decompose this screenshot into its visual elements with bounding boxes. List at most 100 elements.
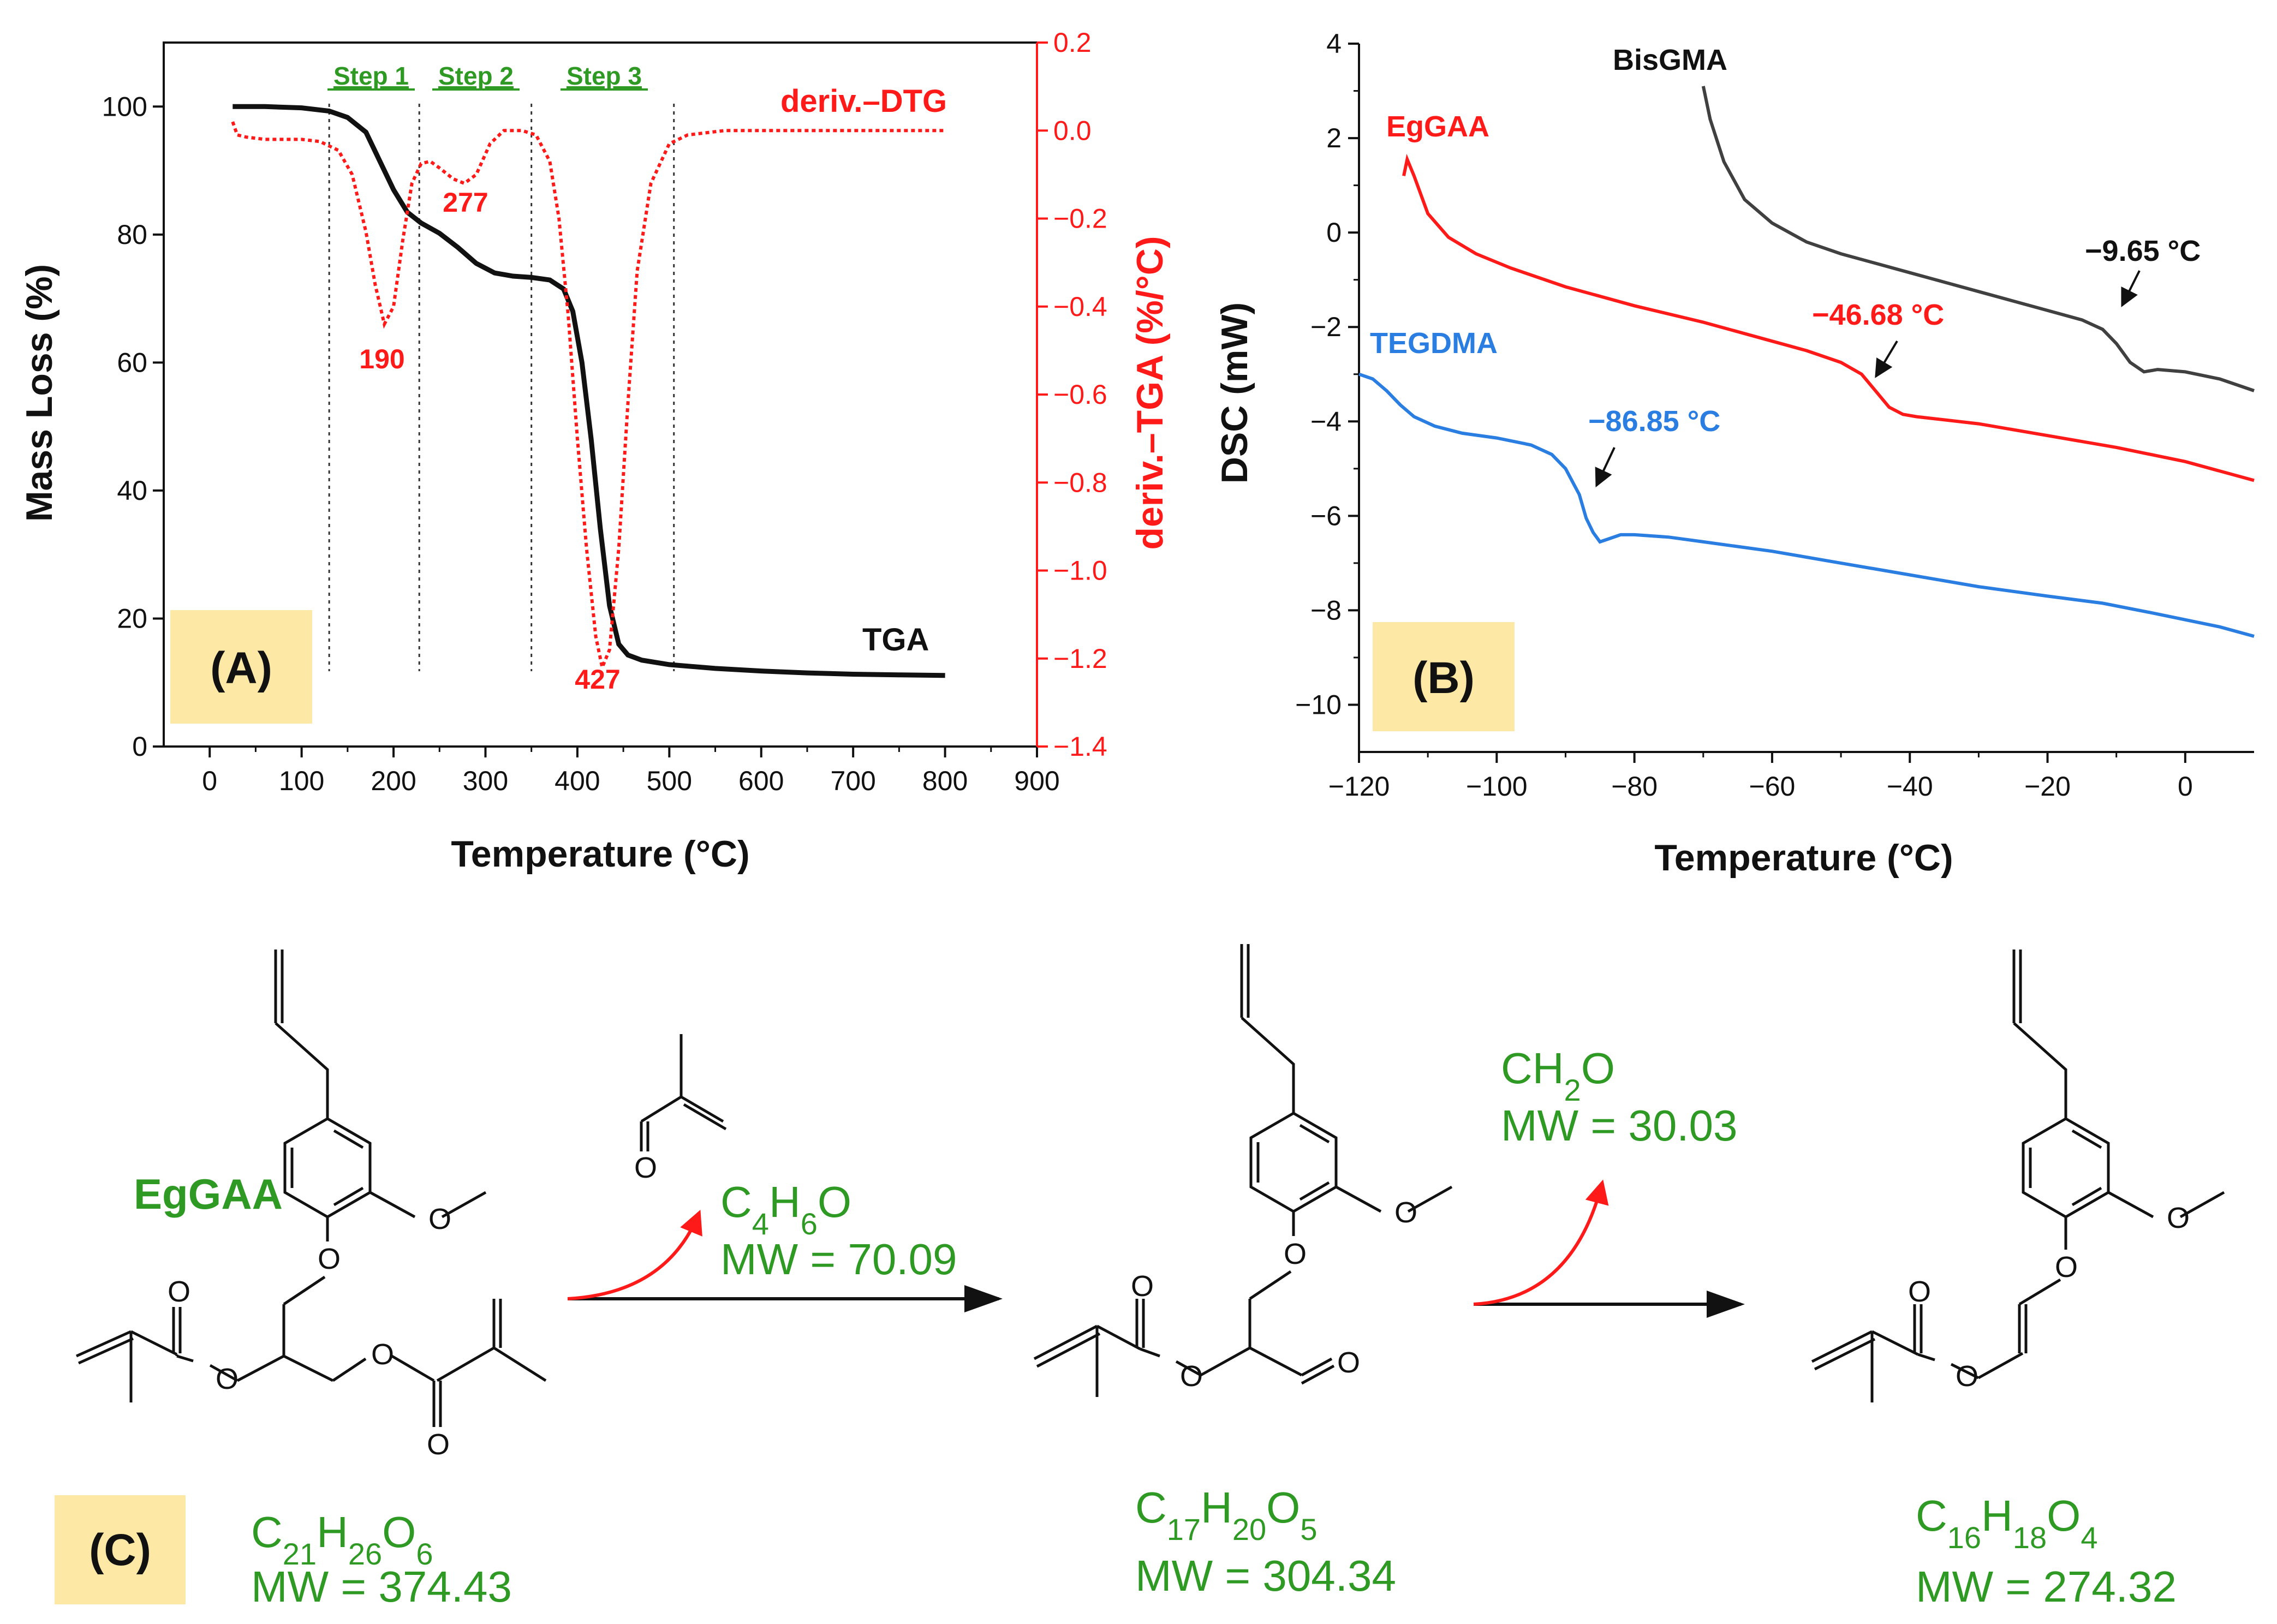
- intermediate-aldehyde-o: O: [1337, 1346, 1360, 1379]
- x-tick-label: −100: [1466, 771, 1528, 802]
- formula-element: C: [1135, 1483, 1167, 1532]
- bisgma-tg-arrow: [2121, 270, 2141, 308]
- product-formula: C16H18O4: [1916, 1491, 2098, 1555]
- formula-subscript: 18: [2013, 1520, 2047, 1555]
- y-tick-label: −2: [1310, 312, 1342, 342]
- formula-element: H: [1981, 1491, 2013, 1540]
- loss-2-mw: MW = 30.03: [1501, 1101, 1738, 1150]
- product-ether-o: O: [2055, 1251, 2078, 1283]
- product-carbonyl-o: O: [1908, 1275, 1931, 1308]
- x-tick-label: 400: [555, 766, 600, 796]
- dtg-series-label: deriv.–DTG: [780, 83, 947, 119]
- peak-label-190: 190: [359, 344, 404, 374]
- y2-tick-label: 0.2: [1053, 27, 1092, 58]
- peak-label-277: 277: [443, 187, 488, 218]
- x-tick-label: −60: [1749, 771, 1796, 802]
- eggaa-ether-o: O: [318, 1243, 341, 1275]
- intermediate-carbonyl-o: O: [1131, 1270, 1154, 1303]
- y-tick-label: −4: [1310, 406, 1342, 437]
- formula-element: O: [1266, 1483, 1300, 1532]
- formula-element: H: [317, 1508, 348, 1556]
- y2-tick-label: −0.4: [1053, 291, 1107, 322]
- formula-subscript: 2: [1564, 1073, 1581, 1107]
- y2-tick-label: −1.0: [1053, 556, 1107, 586]
- step-lines: [328, 104, 675, 671]
- tegdma-tg-label: −86.85 °C: [1588, 405, 1720, 438]
- x-tick-label: 100: [279, 766, 324, 796]
- product-ester-o: O: [1956, 1360, 1978, 1393]
- formula-element: C: [720, 1178, 752, 1226]
- eggaa-compound-name: EgGAA: [134, 1170, 283, 1218]
- tegdma-series-line: [1358, 372, 2255, 638]
- y-tick-label: −10: [1295, 689, 1342, 720]
- bisgma-label: BisGMA: [1613, 44, 1727, 76]
- x-tick-label: 0: [2178, 771, 2193, 802]
- start-formula: C21H26O6: [251, 1508, 433, 1571]
- eggaa-methoxy-o: O: [428, 1203, 451, 1235]
- x-tick-label: 300: [463, 766, 508, 796]
- formula-element: H: [769, 1178, 801, 1226]
- step-2-label: Step 2: [438, 62, 514, 90]
- y-tick-label: 60: [117, 347, 147, 378]
- y-tick-label: 0: [1326, 217, 1342, 248]
- bisgma-series-line: [1701, 86, 2255, 392]
- formula-element: C: [1916, 1491, 1947, 1540]
- product-structure: [1811, 950, 2225, 1402]
- x-tick-label: −120: [1328, 771, 1390, 802]
- eggaa-tg-label: −46.68 °C: [1812, 298, 1944, 331]
- peak-label-427: 427: [575, 664, 620, 695]
- panel-c-label-box: [55, 1495, 186, 1604]
- step-3-label: Step 3: [567, 62, 642, 90]
- formula-subscript: 6: [416, 1537, 433, 1571]
- intermediate-ester-o: O: [1180, 1360, 1203, 1393]
- y-tick-label: −6: [1310, 500, 1342, 531]
- formula-subscript: 20: [1232, 1512, 1266, 1547]
- panel-c: O O O O O O EgGAA (C) C21H26O6 MW = 374.…: [55, 944, 2225, 1611]
- panel-c-label: (C): [89, 1525, 151, 1575]
- x-tick-label: −20: [2024, 771, 2071, 802]
- panel-a-y-axis-title: Mass Loss (%): [19, 264, 60, 522]
- loss-1-mw: MW = 70.09: [720, 1235, 957, 1283]
- methacrolein-structure: [640, 1034, 727, 1151]
- x-tick-label: 800: [922, 766, 968, 796]
- bisgma-tg-label: −9.65 °C: [2085, 235, 2201, 267]
- methacrolein-o: O: [634, 1151, 657, 1184]
- formula-element: O: [818, 1178, 851, 1226]
- y-tick-label: 4: [1326, 28, 1342, 59]
- intermediate-formula: C17H20O5: [1135, 1483, 1318, 1547]
- y2-tick-label: 0.0: [1053, 115, 1092, 146]
- y-tick-label: −8: [1310, 595, 1342, 625]
- x-tick-label: 900: [1014, 766, 1059, 796]
- panel-a-y2-axis-title: deriv.–TGA (%/°C): [1129, 236, 1171, 550]
- formula-element: H: [1201, 1483, 1232, 1532]
- formula-element: O: [2047, 1491, 2081, 1540]
- eggaa-structure: [75, 950, 547, 1427]
- tga-series-line: [233, 104, 945, 678]
- tegdma-label: TEGDMA: [1370, 327, 1498, 360]
- y-tick-label: 80: [117, 219, 147, 250]
- y2-tick-label: −0.8: [1053, 467, 1107, 498]
- formula-element: C: [251, 1508, 283, 1556]
- y2-tick-label: −1.4: [1053, 731, 1107, 762]
- tga-series-label: TGA: [862, 622, 929, 658]
- formula-subscript: 21: [283, 1537, 317, 1571]
- step-1-label: Step 1: [333, 62, 409, 90]
- loss-1-formula: C4H6O: [720, 1178, 851, 1241]
- x-tick-label: 600: [738, 766, 784, 796]
- loss-arrow-1: [567, 1209, 702, 1300]
- panel-b: −120 −100 −80 −60 −40 −20 0 4 2 0 −2 −4 −6 −8 −10 BisG…: [1214, 28, 2255, 879]
- formula-subscript: 5: [1300, 1512, 1317, 1547]
- intermediate-mw: MW = 304.34: [1135, 1551, 1396, 1600]
- y-tick-label: 100: [102, 91, 147, 122]
- loss-2-formula: CH2O: [1501, 1044, 1615, 1107]
- formula-element: CH: [1501, 1044, 1564, 1092]
- intermediate-ether-o: O: [1284, 1238, 1307, 1270]
- panel-b-ticks: −120 −100 −80 −60 −40 −20 0 4 2 0 −2 −4 −6 −8 −10: [1295, 28, 2193, 802]
- panel-a-label-box: [170, 610, 312, 724]
- y-tick-label: 2: [1326, 123, 1342, 153]
- tegdma-tg-arrow: [1595, 447, 1616, 488]
- intermediate-methoxy-o: O: [1394, 1196, 1417, 1229]
- y2-tick-label: −0.2: [1053, 204, 1107, 234]
- eggaa-label: EgGAA: [1386, 110, 1489, 143]
